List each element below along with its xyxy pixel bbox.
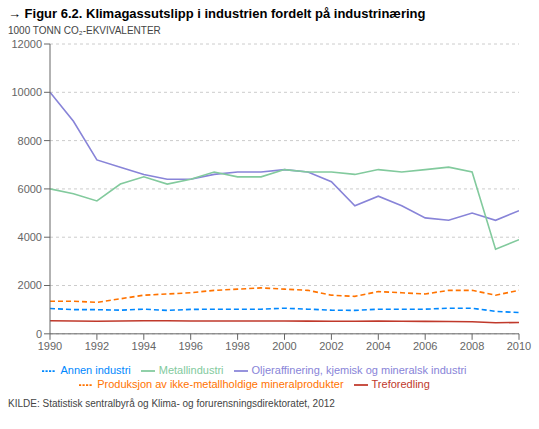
html-text:Metallindustri: Metallindustri — [158, 363, 224, 376]
svg-text:2004: 2004 — [366, 340, 390, 352]
svg-text:1992: 1992 — [85, 340, 109, 352]
html-text:→ Figur 6.2. Klimagassutslipp: → Figur 6.2. Klimagassutslipp i industri… — [8, 6, 426, 21]
svg-text:2000: 2000 — [18, 279, 42, 291]
html-text:Treforedling: Treforedling — [371, 377, 430, 390]
svg-text:1994: 1994 — [132, 340, 156, 352]
svg-text:1990: 1990 — [38, 340, 62, 352]
svg-text:2010: 2010 — [507, 340, 531, 352]
svg-text:12000: 12000 — [11, 38, 42, 50]
svg-text:4000: 4000 — [18, 231, 42, 243]
svg-text:2000: 2000 — [272, 340, 296, 352]
html-text:Produksjon av ikke-metallholdi: Produksjon av ikke-metallholdige mineral… — [97, 377, 344, 390]
svg-text:8000: 8000 — [18, 135, 42, 147]
html-text:KILDE: Statistisk sentralbyrå: KILDE: Statistisk sentralbyrå og Klima- … — [8, 398, 335, 409]
svg-text:2002: 2002 — [319, 340, 343, 352]
svg-text:6000: 6000 — [18, 183, 42, 195]
svg-text:0: 0 — [36, 328, 42, 340]
svg-text:2006: 2006 — [413, 340, 437, 352]
html-text:Oljeraffinering, kjemisk og mi: Oljeraffinering, kjemisk og mineralsk in… — [251, 363, 467, 376]
svg-text:10000: 10000 — [11, 86, 42, 98]
svg-text:2008: 2008 — [460, 340, 484, 352]
svg-text:1996: 1996 — [178, 340, 202, 352]
html-text:1000 TONN CO₂-EKVIVALENTER: 1000 TONN CO₂-EKVIVALENTER — [8, 25, 161, 36]
svg-text:1998: 1998 — [225, 340, 249, 352]
html-text:Annen industri: Annen industri — [60, 363, 131, 376]
